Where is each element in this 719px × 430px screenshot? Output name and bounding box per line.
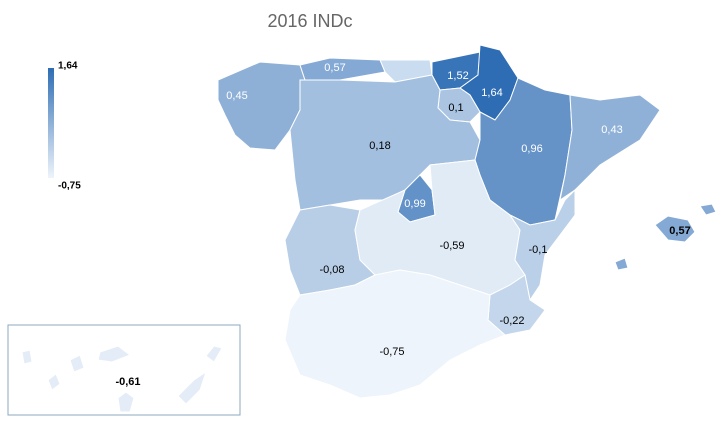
value-label: -0,75 (379, 346, 404, 358)
value-label: 0,43 (601, 124, 622, 136)
value-label: -0,08 (319, 264, 344, 276)
value-label: -0,22 (499, 315, 524, 327)
map-title: 2016 INDc (267, 11, 352, 31)
legend-label: -0,75 (58, 181, 81, 192)
value-label: 0,1 (448, 102, 463, 114)
region (21, 349, 33, 365)
value-label: 0,57 (324, 62, 345, 74)
value-label: -0,59 (439, 240, 464, 252)
value-label: 0,96 (521, 143, 542, 155)
region (69, 354, 85, 373)
region (47, 373, 61, 391)
region (205, 345, 223, 363)
region (699, 203, 717, 216)
value-label: 0,18 (369, 140, 390, 152)
value-label: 1,52 (447, 70, 468, 82)
legend-label: 1,64 (58, 61, 78, 72)
value-label: 0,99 (404, 198, 425, 210)
region (177, 370, 207, 405)
region (508, 188, 576, 302)
value-label: -0,61 (115, 376, 140, 388)
value-label: 0,57 (669, 225, 690, 237)
region (117, 391, 135, 413)
region (284, 269, 506, 399)
region (654, 215, 696, 243)
region (614, 257, 629, 271)
region (97, 345, 132, 363)
value-label: -0,1 (529, 244, 548, 256)
color-scale (48, 68, 54, 178)
inset-frame (7, 324, 241, 416)
region (217, 61, 306, 151)
value-label: 1,64 (481, 87, 502, 99)
value-label: 0,45 (226, 90, 247, 102)
region (559, 94, 661, 202)
